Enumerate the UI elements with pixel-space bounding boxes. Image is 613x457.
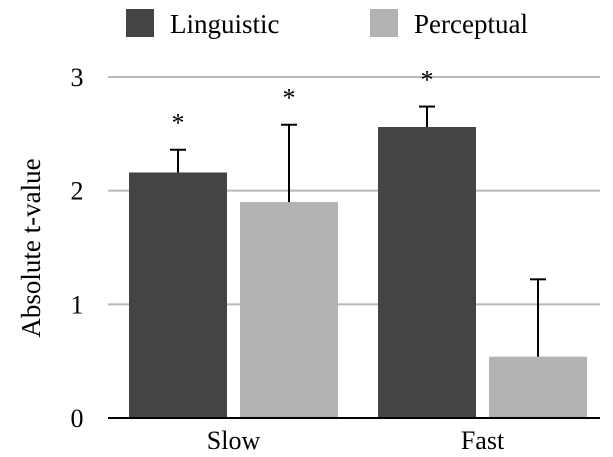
significance-mark-linguistic-slow: * [172, 109, 185, 138]
category-label-fast: Fast [461, 426, 505, 455]
significance-mark-linguistic-fast: * [421, 66, 434, 95]
legend-label-linguistic: Linguistic [170, 9, 280, 39]
y-tick-label-2: 2 [71, 177, 84, 206]
legend: Linguistic Perceptual [126, 9, 528, 39]
bars [129, 127, 587, 418]
bar-linguistic-fast [378, 127, 476, 418]
error-bars [170, 105, 546, 357]
y-axis-title: Absolute t-value [16, 158, 46, 337]
legend-swatch-perceptual [370, 9, 398, 37]
significance-mark-perceptual-slow: * [283, 84, 296, 113]
significance-marks: * * * [172, 66, 434, 138]
y-tick-label-0: 0 [71, 404, 84, 433]
legend-label-perceptual: Perceptual [414, 9, 528, 39]
bar-perceptual-slow [240, 202, 338, 418]
bar-linguistic-slow [129, 172, 227, 418]
bar-perceptual-fast [489, 356, 587, 418]
category-labels: Slow Fast [207, 426, 505, 455]
y-tick-label-1: 1 [71, 290, 84, 319]
y-axis-ticks: 0 1 2 3 [71, 63, 84, 433]
y-tick-label-3: 3 [71, 63, 84, 92]
category-label-slow: Slow [207, 426, 261, 455]
legend-swatch-linguistic [126, 9, 154, 37]
